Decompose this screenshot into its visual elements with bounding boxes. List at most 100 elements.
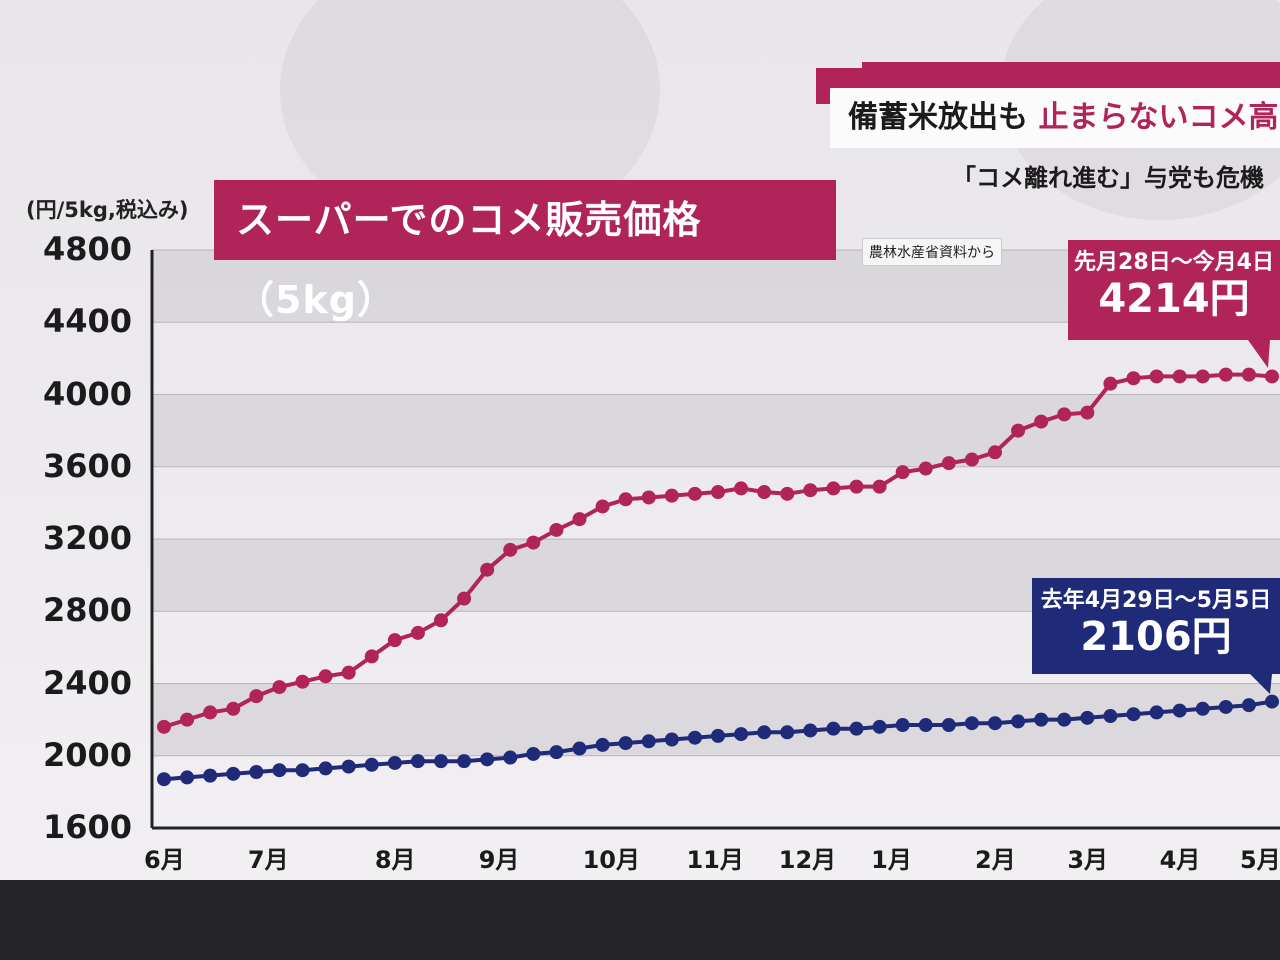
current-price-point — [503, 542, 518, 557]
current-price-point — [918, 461, 933, 476]
current-price-point — [341, 665, 356, 680]
chart-title: スーパーでのコメ販売価格（5kg） — [214, 180, 836, 322]
current-price-point — [1172, 369, 1187, 384]
x-tick-label: 10月 — [582, 846, 640, 874]
current-price-point — [687, 486, 702, 501]
current-price-point — [480, 562, 495, 577]
x-tick-label: 7月 — [247, 846, 289, 874]
last-year-price-point — [664, 732, 679, 747]
current-price-point — [618, 492, 633, 507]
last-year-price-point — [941, 718, 956, 733]
y-tick-label: 4000 — [42, 374, 132, 413]
last-year-period-label: 去年4月29日～5月5日 — [1040, 588, 1272, 613]
current-price-value: 4214円 — [1098, 276, 1250, 322]
x-tick-label: 4月 — [1159, 846, 1201, 874]
last-year-price-point — [226, 766, 241, 781]
last-year-price-point — [1172, 703, 1187, 718]
last-year-price-point — [249, 765, 264, 780]
last-year-price-point — [1126, 707, 1141, 722]
current-price-callout: 先月28日～今月4日 4214円 — [1068, 240, 1280, 340]
y-tick-label: 4400 — [42, 302, 132, 341]
current-price-point — [203, 705, 218, 720]
current-price-point — [364, 649, 379, 664]
last-year-price-point — [826, 721, 841, 736]
last-year-price-point — [1080, 710, 1095, 725]
y-axis-unit-label: (円/5kg,税込み) — [26, 198, 189, 222]
last-year-price-point — [872, 719, 887, 734]
current-price-point — [1011, 423, 1026, 438]
current-price-point — [410, 625, 425, 640]
last-year-price-point — [457, 754, 472, 769]
last-year-price-point — [318, 761, 333, 776]
current-price-point — [964, 452, 979, 467]
current-price-point — [434, 613, 448, 628]
news-subheadline: 「コメ離れ進む」与党も危機 — [952, 164, 1264, 192]
last-year-price-point — [1103, 709, 1118, 724]
current-price-point — [803, 483, 818, 498]
tv-bezel — [0, 880, 1280, 960]
x-tick-label: 12月 — [778, 846, 837, 874]
last-year-price-point — [180, 770, 195, 785]
x-tick-label: 9月 — [478, 846, 520, 874]
y-tick-label: 1600 — [42, 808, 132, 846]
last-year-price-point — [364, 757, 379, 772]
x-tick-label: 5月 — [1240, 846, 1280, 874]
last-year-price-point — [572, 741, 587, 756]
current-price-point — [1241, 367, 1256, 382]
last-year-price-point — [434, 754, 448, 769]
last-year-price-point — [480, 752, 495, 767]
last-year-price-point — [988, 716, 1002, 731]
current-price-point — [272, 680, 287, 695]
last-year-price-point — [734, 727, 749, 742]
current-callout-pointer — [1248, 340, 1270, 368]
y-tick-label: 3200 — [42, 519, 132, 557]
last-year-price-point — [272, 763, 287, 778]
last-year-price-point — [641, 734, 656, 749]
current-price-point — [387, 633, 402, 648]
last-year-price-point — [203, 768, 218, 783]
x-tick-label: 8月 — [374, 846, 416, 874]
last-year-price-point — [964, 716, 979, 731]
current-price-point — [226, 701, 241, 716]
last-year-price-value: 2106円 — [1080, 614, 1232, 660]
current-price-point — [849, 479, 864, 494]
last-year-price-point — [918, 718, 933, 733]
y-tick-label: 2800 — [42, 591, 132, 630]
last-year-price-point — [387, 755, 402, 770]
last-year-price-callout: 去年4月29日～5月5日 2106円 — [1032, 578, 1280, 674]
current-price-point — [1057, 407, 1072, 422]
current-price-point — [711, 485, 725, 500]
current-price-point — [895, 465, 910, 480]
x-tick-label: 6月 — [144, 846, 185, 874]
current-price-point — [872, 479, 887, 494]
y-tick-label: 2400 — [42, 663, 132, 702]
current-price-point — [572, 512, 587, 527]
last-year-price-point — [157, 772, 171, 787]
y-tick-label: 2000 — [42, 735, 132, 774]
headline-prefix: 備蓄米放出も — [848, 100, 1028, 135]
last-year-price-point — [549, 745, 564, 760]
last-year-price-point — [341, 759, 356, 774]
current-price-point — [1080, 405, 1095, 420]
tv-screen: (円/5kg,税込み) スーパーでのコメ販売価格（5kg） 農林水産省資料から … — [0, 0, 1280, 880]
current-price-point — [595, 499, 610, 514]
last-year-price-point — [295, 763, 310, 778]
grid-band — [152, 394, 1280, 467]
last-year-price-point — [1195, 701, 1210, 716]
current-price-point — [180, 712, 195, 727]
source-label: 農林水産省資料から — [862, 238, 1002, 266]
last-year-price-point — [1057, 712, 1072, 727]
current-price-point — [1034, 414, 1049, 429]
current-price-point — [1103, 376, 1118, 391]
last-year-price-point — [1034, 712, 1049, 727]
last-year-price-point — [849, 721, 864, 736]
last-year-price-point — [1265, 694, 1279, 709]
last-year-price-point — [895, 718, 910, 733]
x-tick-label: 1月 — [871, 846, 912, 874]
last-year-callout-pointer — [1250, 674, 1272, 694]
current-price-point — [641, 490, 656, 505]
current-price-point — [249, 689, 264, 704]
current-price-point — [318, 669, 333, 684]
last-year-price-point — [503, 750, 518, 765]
